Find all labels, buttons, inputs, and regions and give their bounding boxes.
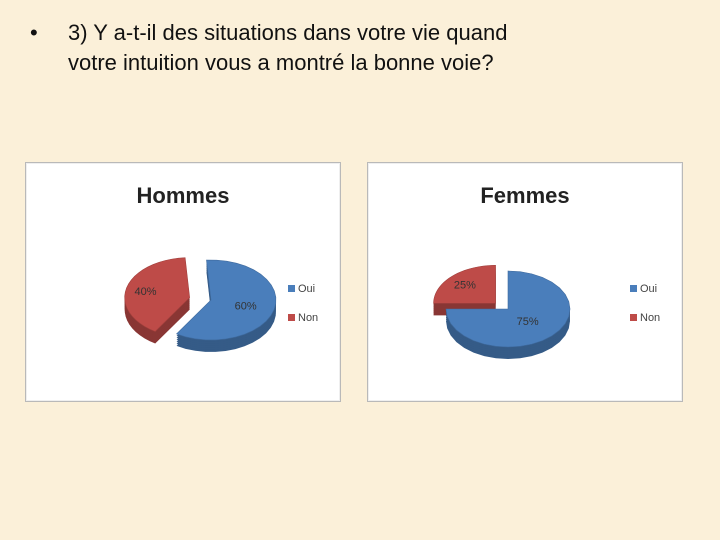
question-line-1: 3) Y a-t-il des situations dans votre vi… bbox=[68, 20, 508, 45]
femmes-data-label-non: 25% bbox=[454, 280, 476, 292]
femmes-chart-title: Femmes bbox=[480, 183, 569, 208]
femmes-data-label-oui: 75% bbox=[517, 316, 539, 328]
question-text: 3) Y a-t-il des situations dans votre vi… bbox=[68, 18, 668, 78]
hommes-legend-label-non: Non bbox=[298, 312, 318, 324]
chart-hommes-svg: Hommes 60% 40% Oui Non bbox=[124, 183, 318, 352]
femmes-slice-non bbox=[433, 265, 496, 316]
hommes-data-label-non: 40% bbox=[134, 286, 156, 298]
hommes-legend-label-oui: Oui bbox=[298, 283, 315, 295]
chart-hommes: Hommes 60% 40% Oui Non bbox=[25, 162, 341, 402]
femmes-slice-oui bbox=[445, 270, 571, 359]
chart-femmes-svg: Femmes 75% 25% Oui Non bbox=[433, 183, 660, 359]
hommes-chart-title: Hommes bbox=[137, 183, 230, 208]
hommes-data-label-oui: 60% bbox=[235, 300, 257, 312]
femmes-legend-label-oui: Oui bbox=[640, 283, 657, 295]
hommes-slice-oui bbox=[175, 259, 277, 352]
hommes-slice-non bbox=[124, 257, 190, 344]
femmes-legend-swatch-oui bbox=[630, 285, 637, 292]
hommes-legend-swatch-non bbox=[288, 314, 295, 321]
question-line-2: votre intuition vous a montré la bonne v… bbox=[68, 50, 494, 75]
chart-femmes: Femmes 75% 25% Oui Non bbox=[367, 162, 683, 402]
femmes-legend-label-non: Non bbox=[640, 312, 660, 324]
hommes-legend-swatch-oui bbox=[288, 285, 295, 292]
femmes-legend-swatch-non bbox=[630, 314, 637, 321]
bullet-point: • bbox=[30, 20, 38, 45]
